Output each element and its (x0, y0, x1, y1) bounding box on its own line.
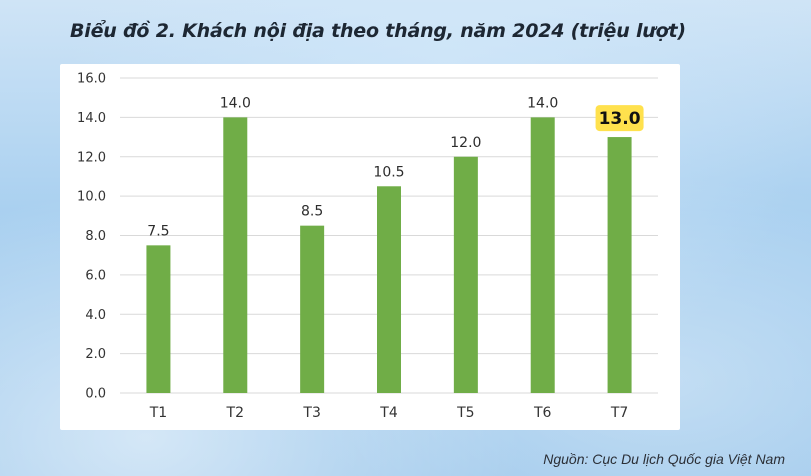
highlight-badge (595, 105, 644, 132)
x-tick-label: T6 (533, 405, 552, 421)
bar (223, 117, 248, 393)
x-tick-label: T3 (302, 405, 320, 421)
data-label-highlighted: 13.0 (599, 109, 641, 129)
y-tick-label: 10.0 (77, 190, 106, 205)
chart-title: Biểu đồ 2. Khách nội địa theo tháng, năm… (70, 20, 686, 42)
data-label: 14.0 (527, 95, 558, 111)
x-tick-label: T2 (226, 405, 244, 421)
bar (300, 225, 325, 393)
x-tick-label: T4 (379, 405, 398, 421)
y-tick-label: 2.0 (85, 347, 106, 362)
y-tick-label: 12.0 (77, 150, 106, 165)
source-note: Nguồn: Cục Du lịch Quốc gia Việt Nam (543, 451, 785, 467)
bar (607, 137, 632, 393)
bar-chart: 0.0 2.0 4.0 6.0 8.0 10.0 12.0 14.0 16.0 T1 7.5 T2 14… (77, 72, 658, 421)
x-tick-label: T7 (610, 405, 628, 421)
data-label: 8.5 (301, 204, 323, 220)
y-tick-label: 6.0 (85, 268, 106, 283)
chart-panel: 0.0 2.0 4.0 6.0 8.0 10.0 12.0 14.0 16.0 T1 7.5 T2 14… (60, 64, 680, 430)
bar (377, 186, 401, 393)
x-tick-label: T5 (456, 405, 474, 421)
bar (453, 156, 478, 393)
y-tick-label: 4.0 (85, 308, 106, 323)
y-tick-label: 16.0 (77, 72, 106, 87)
bar (146, 245, 171, 393)
data-label: 12.0 (450, 135, 481, 151)
y-tick-label: 0.0 (85, 387, 106, 402)
data-label: 7.5 (147, 223, 169, 239)
x-tick-label: T1 (149, 405, 167, 421)
bar (530, 117, 555, 393)
data-label: 14.0 (220, 95, 251, 111)
y-tick-label: 8.0 (85, 229, 106, 244)
data-label: 10.5 (373, 164, 404, 180)
y-tick-label: 14.0 (77, 111, 106, 126)
